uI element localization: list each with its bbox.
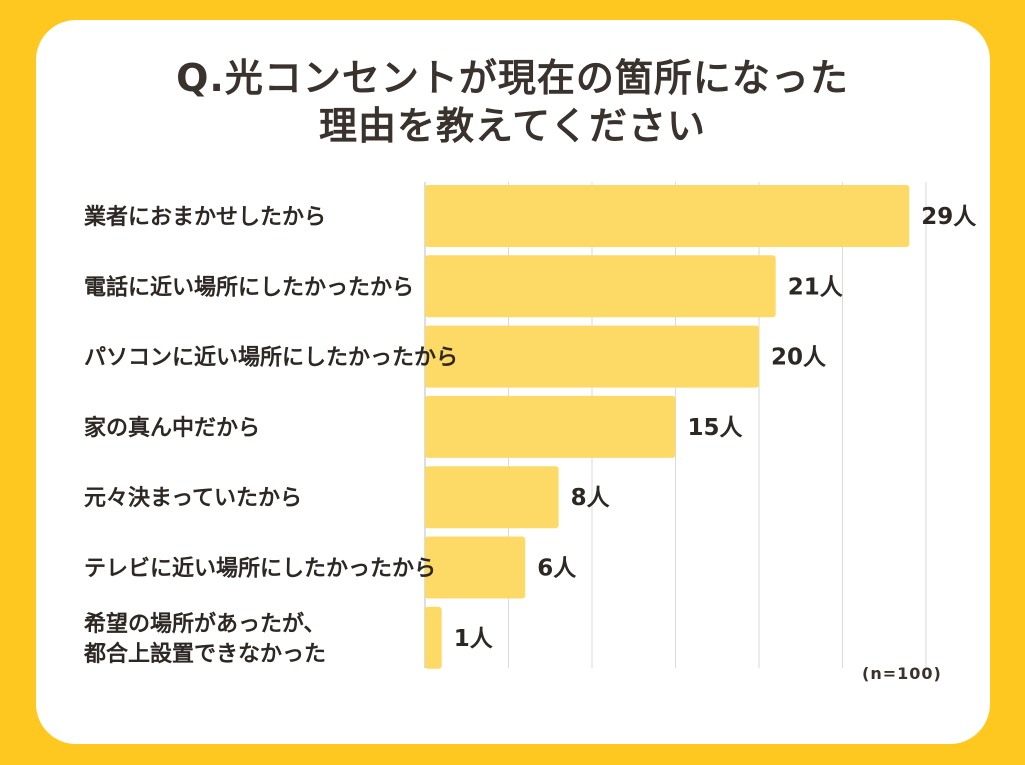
chart-title: Q.光コンセントが現在の箇所になった 理由を教えてください	[0, 54, 1025, 150]
category-label: 家の真ん中だから	[84, 415, 260, 441]
value-label: 6人	[537, 556, 577, 582]
category-label: テレビに近い場所にしたかったから	[84, 556, 436, 582]
value-label: 20人	[771, 345, 827, 371]
value-label: 1人	[454, 626, 494, 652]
title-line-1: Q.光コンセントが現在の箇所になった	[176, 56, 849, 100]
value-label: 29人	[921, 204, 977, 230]
category-label: 都合上設置できなかった	[83, 641, 326, 667]
bar	[425, 185, 910, 247]
value-label: 15人	[688, 415, 744, 441]
bar	[425, 536, 526, 599]
category-label: パソコンに近い場所にしたかったから	[84, 345, 458, 371]
category-label: 業者におまかせしたから	[84, 205, 326, 230]
category-label: 希望の場所があったが、	[84, 611, 326, 637]
bar	[425, 606, 442, 669]
bar	[425, 255, 776, 318]
value-label: 8人	[571, 485, 611, 511]
title-line-2: 理由を教えてください	[319, 104, 706, 148]
category-label: 電話に近い場所にしたかったから	[84, 274, 414, 300]
sample-size-note: (n=100)	[862, 664, 942, 683]
bar	[425, 466, 559, 529]
bar	[425, 395, 676, 458]
value-label: 21人	[788, 274, 844, 300]
category-label: 元々決まっていたから	[84, 486, 302, 511]
bar	[425, 325, 759, 388]
